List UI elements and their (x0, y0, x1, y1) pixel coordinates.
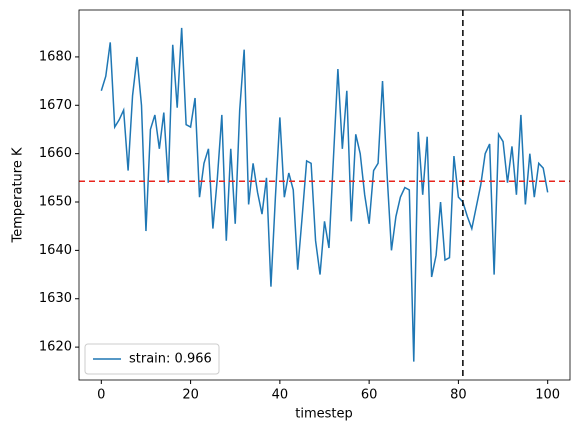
x-tick-label: 0 (97, 388, 105, 403)
legend-label: strain: 0.966 (129, 352, 212, 367)
legend-box (84, 343, 220, 375)
data-line (100, 27, 549, 362)
x-axis-label: timestep (295, 407, 353, 422)
y-tick-label: 1620 (39, 340, 72, 355)
y-tick-label: 1670 (39, 98, 72, 113)
y-tick-label: 1640 (39, 243, 72, 258)
x-tick-label: 60 (361, 388, 378, 403)
y-tick-label: 1660 (39, 146, 72, 161)
x-tick-label: 100 (535, 388, 560, 403)
x-tick-label: 20 (182, 388, 199, 403)
y-tick-label: 1630 (39, 291, 72, 306)
x-tick-label: 40 (272, 388, 289, 403)
plot-frame (78, 9, 571, 381)
y-tick-label: 1650 (39, 195, 72, 210)
y-tick-label: 1680 (39, 49, 72, 64)
x-tick-label: 80 (450, 388, 467, 403)
y-axis-label: Temperature K (11, 147, 26, 243)
